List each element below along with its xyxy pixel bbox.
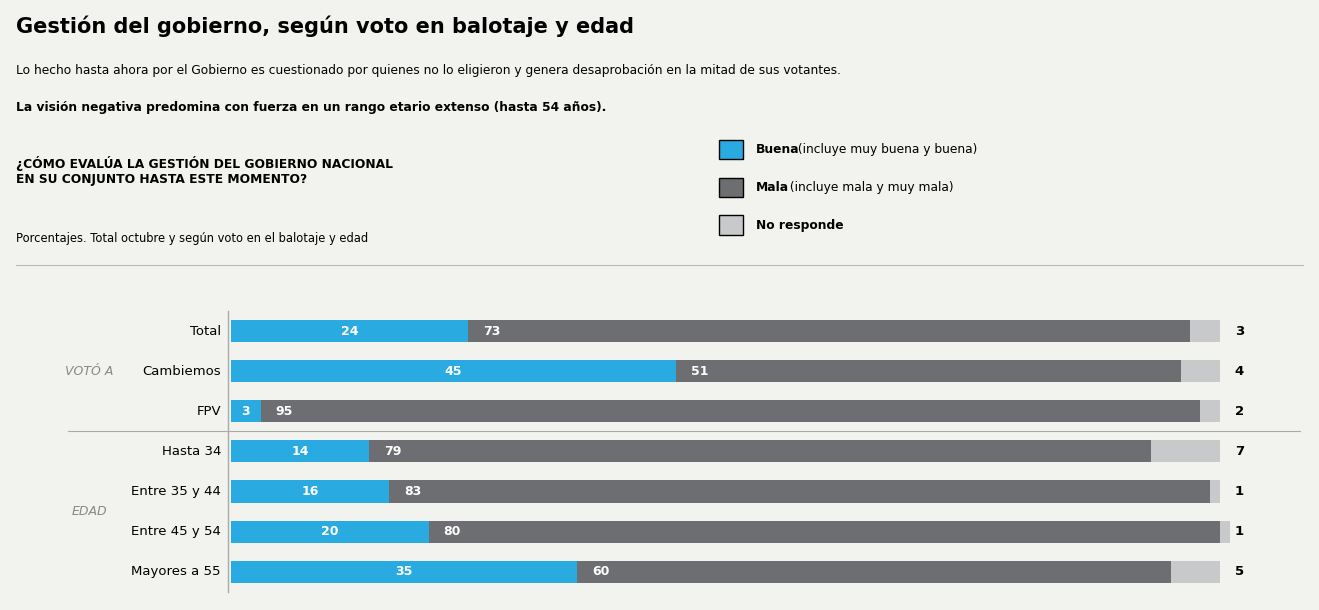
Text: 20: 20 <box>321 525 339 538</box>
Text: (incluye mala y muy mala): (incluye mala y muy mala) <box>786 181 954 194</box>
Point <box>222 545 237 553</box>
Text: Entre 35 y 44: Entre 35 y 44 <box>131 485 220 498</box>
Text: 2: 2 <box>1235 405 1244 418</box>
Text: 80: 80 <box>443 525 460 538</box>
Bar <box>1150 440 1220 462</box>
Bar <box>1190 320 1220 342</box>
Bar <box>429 520 1220 543</box>
Text: 4: 4 <box>1235 365 1244 378</box>
Text: 51: 51 <box>691 365 708 378</box>
Point <box>233 545 249 553</box>
Text: Gestión del gobierno, según voto en balotaje y edad: Gestión del gobierno, según voto en balo… <box>16 15 634 37</box>
Text: 3: 3 <box>1235 325 1244 338</box>
Text: FPV: FPV <box>197 405 220 418</box>
Text: 5: 5 <box>1235 565 1244 578</box>
Text: Mala: Mala <box>756 181 789 194</box>
Bar <box>1210 481 1220 503</box>
Text: 24: 24 <box>340 325 359 338</box>
Bar <box>1171 561 1220 583</box>
Text: 73: 73 <box>483 325 500 338</box>
Bar <box>1181 360 1220 382</box>
Text: Mayores a 55: Mayores a 55 <box>132 565 220 578</box>
Text: Total: Total <box>190 325 220 338</box>
Text: Lo hecho hasta ahora por el Gobierno es cuestionado por quienes no lo eligieron : Lo hecho hasta ahora por el Gobierno es … <box>16 64 840 77</box>
Bar <box>231 520 429 543</box>
Text: 7: 7 <box>1235 445 1244 458</box>
Text: No responde: No responde <box>756 218 843 232</box>
Bar <box>231 320 468 342</box>
Text: 1: 1 <box>1235 485 1244 498</box>
Text: 14: 14 <box>291 445 309 458</box>
Text: 79: 79 <box>384 445 401 458</box>
Bar <box>1220 520 1229 543</box>
Bar <box>468 320 1190 342</box>
Text: 35: 35 <box>396 565 413 578</box>
Text: 60: 60 <box>592 565 609 578</box>
Bar <box>231 400 261 422</box>
Bar <box>578 561 1171 583</box>
Text: EDAD: EDAD <box>71 505 107 518</box>
Bar <box>231 561 578 583</box>
Text: Porcentajes. Total octubre y según voto en el balotaje y edad: Porcentajes. Total octubre y según voto … <box>16 232 368 245</box>
Text: Hasta 34: Hasta 34 <box>161 445 220 458</box>
Text: La visión negativa predomina con fuerza en un rango etario extenso (hasta 54 año: La visión negativa predomina con fuerza … <box>16 101 607 113</box>
Text: ¿CÓMO EVALÚA LA GESTIÓN DEL GOBIERNO NACIONAL
EN SU CONJUNTO HASTA ESTE MOMENTO?: ¿CÓMO EVALÚA LA GESTIÓN DEL GOBIERNO NAC… <box>16 156 393 185</box>
Text: 83: 83 <box>404 485 421 498</box>
Text: (incluye muy buena y buena): (incluye muy buena y buena) <box>794 143 977 156</box>
Text: Buena: Buena <box>756 143 799 156</box>
Text: 95: 95 <box>276 405 293 418</box>
Bar <box>675 360 1181 382</box>
Bar <box>261 400 1200 422</box>
Bar <box>389 481 1210 503</box>
Bar <box>231 481 389 503</box>
Text: 1: 1 <box>1235 525 1244 538</box>
Text: VOTÓ A: VOTÓ A <box>65 365 113 378</box>
Text: 3: 3 <box>241 405 251 418</box>
Text: Entre 45 y 54: Entre 45 y 54 <box>131 525 220 538</box>
Bar <box>231 440 369 462</box>
Bar <box>369 440 1150 462</box>
Bar <box>231 360 675 382</box>
Bar <box>1200 400 1220 422</box>
Text: 16: 16 <box>301 485 319 498</box>
Text: Cambiemos: Cambiemos <box>142 365 220 378</box>
Text: 45: 45 <box>445 365 462 378</box>
